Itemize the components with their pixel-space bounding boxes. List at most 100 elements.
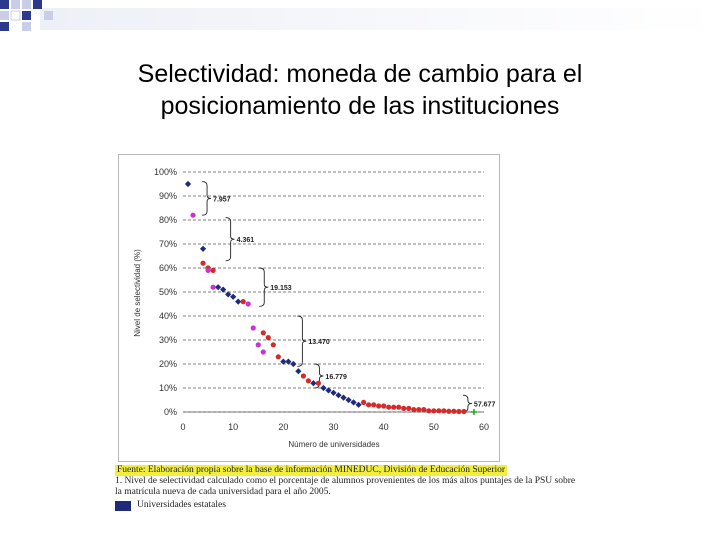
slide-title-line-2: posicionamiento de las instituciones bbox=[160, 92, 560, 120]
data-point bbox=[361, 399, 367, 405]
corner-square bbox=[0, 0, 9, 9]
y-tick-label: 20% bbox=[159, 359, 177, 369]
corner-decoration bbox=[0, 0, 720, 31]
data-point bbox=[416, 407, 422, 413]
bracket-label: 16.779 bbox=[325, 374, 347, 381]
footnote-line-2: la matrícula nueva de cada universidad p… bbox=[115, 487, 331, 497]
data-point bbox=[325, 387, 332, 394]
data-point bbox=[245, 301, 251, 307]
data-point bbox=[205, 267, 211, 273]
data-point bbox=[381, 403, 387, 409]
bracket-label: 19.153 bbox=[270, 285, 292, 292]
data-point bbox=[456, 408, 462, 415]
legend-label: Universidades estatales bbox=[137, 500, 226, 510]
bracket-label: 13.470 bbox=[308, 339, 330, 346]
data-point bbox=[240, 299, 246, 305]
data-point bbox=[265, 335, 271, 341]
data-point bbox=[300, 373, 306, 379]
bracket-label: 7.957 bbox=[213, 196, 231, 203]
data-point bbox=[255, 342, 261, 348]
y-tick-label: 70% bbox=[159, 239, 177, 249]
data-point bbox=[366, 402, 372, 408]
x-tick-label: 10 bbox=[228, 422, 238, 432]
data-point bbox=[305, 378, 312, 384]
corner-square bbox=[22, 11, 31, 20]
x-tick-label: 50 bbox=[429, 422, 439, 432]
data-point bbox=[199, 245, 207, 252]
data-point bbox=[401, 405, 407, 411]
figure-source: Fuente: Elaboración propia sobre la base… bbox=[115, 465, 615, 511]
y-tick-label: 100% bbox=[154, 167, 177, 177]
corner-square bbox=[33, 0, 42, 9]
data-point bbox=[190, 212, 196, 218]
legend-swatch-estatales bbox=[115, 500, 131, 511]
footnote-line-1: 1. Nivel de selectividad calculado como … bbox=[115, 476, 576, 486]
bracket bbox=[225, 217, 235, 262]
bracket bbox=[462, 394, 472, 413]
data-point bbox=[270, 342, 276, 348]
data-point bbox=[275, 354, 281, 360]
bracket bbox=[202, 181, 212, 216]
data-point bbox=[235, 298, 242, 305]
data-point bbox=[446, 408, 452, 414]
corner-square bbox=[22, 0, 31, 9]
legend-entry: Universidades estatales bbox=[115, 500, 615, 511]
data-point bbox=[225, 291, 232, 298]
slide-title: Selectividad: moneda de cambio para el p… bbox=[60, 58, 660, 122]
corner-square bbox=[10, 10, 21, 21]
corner-square bbox=[0, 22, 9, 31]
corner-square bbox=[11, 0, 20, 9]
data-point bbox=[461, 408, 467, 415]
data-point bbox=[310, 380, 317, 387]
data-point bbox=[290, 360, 297, 368]
data-point bbox=[260, 349, 266, 355]
y-tick-label: 40% bbox=[159, 311, 177, 321]
top-band bbox=[40, 8, 720, 30]
selectivity-chart: 0% 10% 20% 30% 40% 50% 60% 70% 80% 90% 100% 0 10 20 30… bbox=[133, 167, 496, 449]
x-tick-label: 30 bbox=[328, 422, 338, 432]
data-point bbox=[441, 408, 447, 414]
data-point bbox=[200, 260, 206, 266]
data-point bbox=[391, 404, 397, 410]
y-tick-label: 60% bbox=[159, 263, 177, 273]
y-tick-label: 80% bbox=[159, 215, 177, 225]
source-line: Fuente: Elaboración propia sobre la base… bbox=[115, 465, 508, 476]
data-point bbox=[436, 408, 442, 414]
data-point bbox=[210, 284, 216, 290]
data-point bbox=[411, 407, 417, 413]
y-tick-label: 50% bbox=[159, 287, 177, 297]
y-tick-label: 90% bbox=[159, 191, 177, 201]
data-point bbox=[386, 404, 392, 410]
x-tick-label: 0 bbox=[180, 422, 185, 432]
x-tick-label: 20 bbox=[278, 422, 288, 432]
chart-frame: 0% 10% 20% 30% 40% 50% 60% 70% 80% 90% 100% 0 10 20 30… bbox=[118, 154, 500, 462]
x-tick-label: 60 bbox=[479, 422, 489, 432]
data-point bbox=[470, 409, 477, 415]
y-axis-label: Nivel de selectividad (%) bbox=[133, 249, 142, 337]
bracket bbox=[259, 267, 269, 307]
y-tick-label: 30% bbox=[159, 335, 177, 345]
data-point bbox=[315, 380, 322, 386]
data-point bbox=[210, 267, 216, 273]
x-tick-label: 40 bbox=[379, 422, 389, 432]
y-tick-label: 10% bbox=[159, 383, 177, 393]
bracket bbox=[297, 315, 307, 367]
slide-title-line-1: Selectividad: moneda de cambio para el bbox=[137, 60, 583, 88]
data-point bbox=[426, 408, 432, 414]
bracket-label: 57.677 bbox=[474, 402, 496, 409]
data-point bbox=[406, 405, 412, 411]
corner-square bbox=[0, 11, 9, 20]
data-point bbox=[431, 408, 437, 414]
data-point bbox=[421, 407, 427, 413]
data-point bbox=[371, 402, 377, 408]
data-point bbox=[396, 404, 402, 410]
data-point bbox=[260, 330, 266, 336]
bracket-label: 4.361 bbox=[237, 237, 255, 244]
data-point bbox=[285, 358, 292, 365]
data-point bbox=[250, 325, 256, 331]
data-point bbox=[295, 368, 302, 375]
corner-square bbox=[44, 11, 53, 20]
corner-square bbox=[22, 22, 31, 31]
data-point bbox=[376, 403, 382, 409]
data-point bbox=[451, 408, 457, 414]
